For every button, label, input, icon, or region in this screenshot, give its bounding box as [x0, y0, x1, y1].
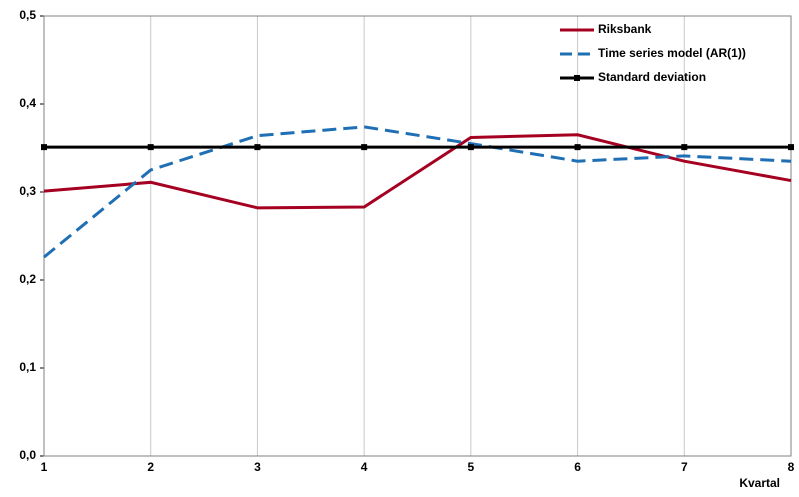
y-tick-label: 0,4 [19, 96, 36, 110]
series-marker [41, 144, 47, 151]
x-axis-label: Kvartal [739, 476, 780, 490]
x-tick-label: 2 [147, 460, 154, 474]
series-line [43, 125, 792, 259]
plot-frame [43, 15, 792, 457]
y-tick-label: 0,0 [19, 448, 36, 462]
series-marker [574, 144, 581, 151]
x-tick-label: 7 [681, 460, 688, 474]
series-marker [467, 144, 474, 151]
x-tick-label: 3 [254, 460, 261, 474]
legend-marker [574, 75, 580, 81]
legend-label: Standard deviation [598, 70, 706, 84]
x-tick-label: 1 [41, 460, 48, 474]
series-marker [254, 144, 261, 151]
series-marker [147, 144, 154, 151]
legend-label: Time series model (AR(1)) [598, 46, 746, 60]
series-marker [361, 144, 368, 151]
series-marker [788, 144, 794, 151]
y-tick-label: 0,3 [19, 184, 36, 198]
y-tick-label: 0,5 [19, 8, 36, 22]
series-marker [681, 144, 688, 151]
legend-label: Riksbank [598, 22, 652, 36]
x-tick-label: 8 [788, 460, 795, 474]
y-tick-label: 0,2 [19, 272, 36, 286]
x-tick-label: 4 [361, 460, 368, 474]
x-tick-label: 6 [574, 460, 581, 474]
x-tick-label: 5 [468, 460, 475, 474]
y-tick-label: 0,1 [19, 360, 36, 374]
